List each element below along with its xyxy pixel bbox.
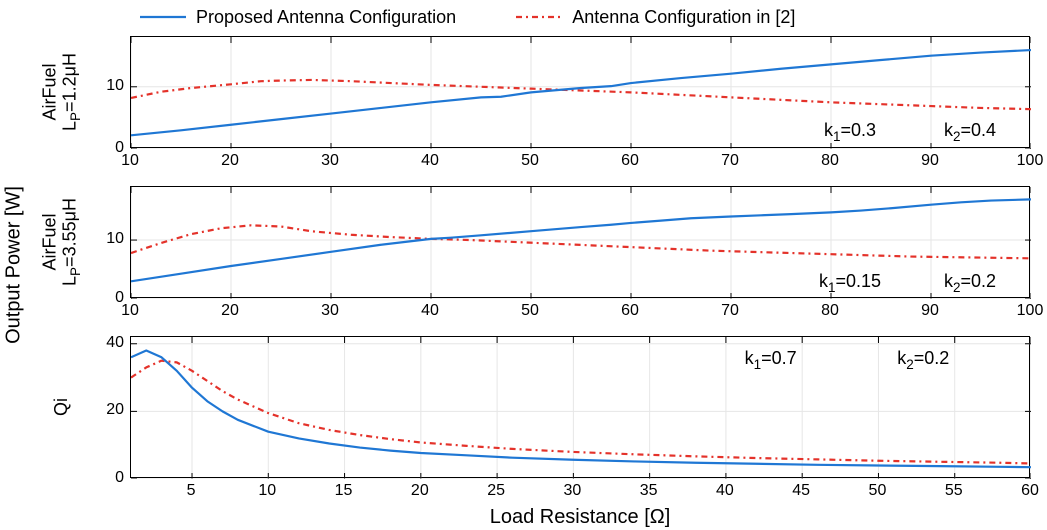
annotation-airfuel_1p2-1: k2=0.4: [944, 121, 996, 145]
ytick-label: 0: [115, 469, 124, 487]
xtick-label: 60: [1021, 482, 1039, 500]
xtick-label: 90: [921, 302, 939, 320]
xtick-label: 100: [1017, 302, 1044, 320]
legend-item-proposed: Proposed Antenna Configuration: [140, 7, 456, 28]
xtick-label: 80: [821, 152, 839, 170]
xtick-label: 60: [621, 152, 639, 170]
panel-ylabel-airfuel_1p2: AirFuelLP=1.2μH: [40, 53, 83, 131]
ytick-label: 40: [106, 334, 124, 352]
ytick-label: 10: [106, 77, 124, 95]
global-ylabel: Output Power [W]: [3, 186, 26, 344]
xtick-label: 10: [258, 482, 276, 500]
xtick-label: 70: [721, 302, 739, 320]
plot-svg-airfuel_3p55: [131, 187, 1031, 299]
xtick-label: 45: [792, 482, 810, 500]
annotation-airfuel_3p55-0: k1=0.15: [819, 271, 881, 295]
plot-svg-qi: [131, 337, 1031, 479]
xtick-label: 20: [221, 152, 239, 170]
plot-area-airfuel_1p2: [130, 36, 1030, 148]
xtick-label: 35: [640, 482, 658, 500]
xtick-label: 20: [221, 302, 239, 320]
ytick-label: 0: [115, 139, 124, 157]
xtick-label: 25: [487, 482, 505, 500]
legend-swatch-proposed: [140, 9, 186, 25]
plot-area-airfuel_3p55: [130, 186, 1030, 298]
xtick-label: 5: [187, 482, 196, 500]
panel-ylabel-qi: Qi: [52, 398, 72, 416]
xtick-label: 20: [411, 482, 429, 500]
xtick-label: 100: [1017, 152, 1044, 170]
plot-svg-airfuel_1p2: [131, 37, 1031, 149]
legend-swatch-reference: [516, 9, 562, 25]
ytick-label: 10: [106, 230, 124, 248]
legend-label-reference: Antenna Configuration in [2]: [572, 7, 795, 28]
global-xlabel: Load Resistance [Ω]: [490, 506, 671, 529]
xtick-label: 70: [721, 152, 739, 170]
figure: Proposed Antenna Configuration Antenna C…: [0, 0, 1047, 530]
xtick-label: 50: [521, 152, 539, 170]
annotation-airfuel_3p55-1: k2=0.2: [944, 271, 996, 295]
xtick-label: 50: [521, 302, 539, 320]
ytick-label: 0: [115, 289, 124, 307]
plot-area-qi: [130, 336, 1030, 478]
xtick-label: 90: [921, 152, 939, 170]
legend-item-reference: Antenna Configuration in [2]: [516, 7, 795, 28]
xtick-label: 80: [821, 302, 839, 320]
annotation-qi-1: k2=0.2: [897, 348, 949, 372]
panel-ylabel-airfuel_3p55: AirFuelLP=3.55μH: [40, 198, 83, 286]
xtick-label: 55: [945, 482, 963, 500]
xtick-label: 30: [321, 302, 339, 320]
xtick-label: 40: [421, 152, 439, 170]
xtick-label: 40: [421, 302, 439, 320]
xtick-label: 40: [716, 482, 734, 500]
xtick-label: 60: [621, 302, 639, 320]
xtick-label: 50: [869, 482, 887, 500]
annotation-airfuel_1p2-0: k1=0.3: [824, 121, 876, 145]
xtick-label: 30: [321, 152, 339, 170]
xtick-label: 15: [335, 482, 353, 500]
legend: Proposed Antenna Configuration Antenna C…: [140, 4, 1027, 30]
annotation-qi-0: k1=0.7: [745, 348, 797, 372]
xtick-label: 30: [563, 482, 581, 500]
legend-label-proposed: Proposed Antenna Configuration: [196, 7, 456, 28]
ytick-label: 20: [106, 401, 124, 419]
